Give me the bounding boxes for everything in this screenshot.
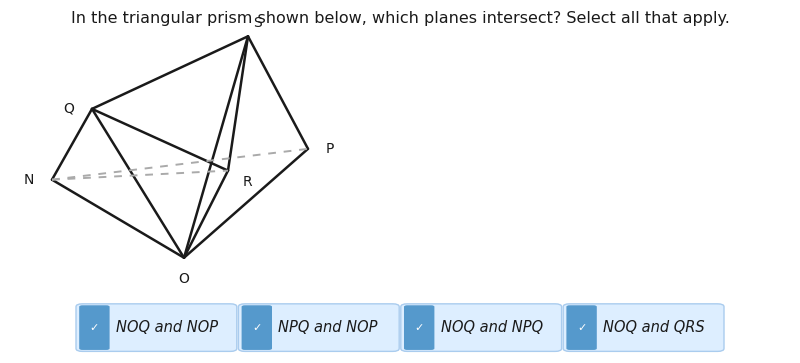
FancyBboxPatch shape <box>401 304 562 351</box>
Text: P: P <box>326 142 334 156</box>
Text: ✓: ✓ <box>90 323 99 333</box>
Text: O: O <box>178 272 190 286</box>
Text: Q: Q <box>63 102 74 116</box>
FancyBboxPatch shape <box>563 304 724 351</box>
Text: R: R <box>242 175 252 189</box>
Text: ✓: ✓ <box>252 323 262 333</box>
Text: In the triangular prism shown below, which planes intersect? Select all that app: In the triangular prism shown below, whi… <box>70 11 730 26</box>
Text: ✓: ✓ <box>414 323 424 333</box>
Text: NOQ and NOP: NOQ and NOP <box>116 320 218 335</box>
Text: N: N <box>24 173 34 187</box>
FancyBboxPatch shape <box>404 305 434 350</box>
Text: S: S <box>254 16 262 30</box>
FancyBboxPatch shape <box>76 304 237 351</box>
FancyBboxPatch shape <box>238 304 399 351</box>
Text: NOQ and NPQ: NOQ and NPQ <box>441 320 543 335</box>
FancyBboxPatch shape <box>566 305 597 350</box>
Text: NOQ and QRS: NOQ and QRS <box>603 320 705 335</box>
Text: NPQ and NOP: NPQ and NOP <box>278 320 378 335</box>
Text: ✓: ✓ <box>577 323 586 333</box>
FancyBboxPatch shape <box>79 305 110 350</box>
FancyBboxPatch shape <box>242 305 272 350</box>
